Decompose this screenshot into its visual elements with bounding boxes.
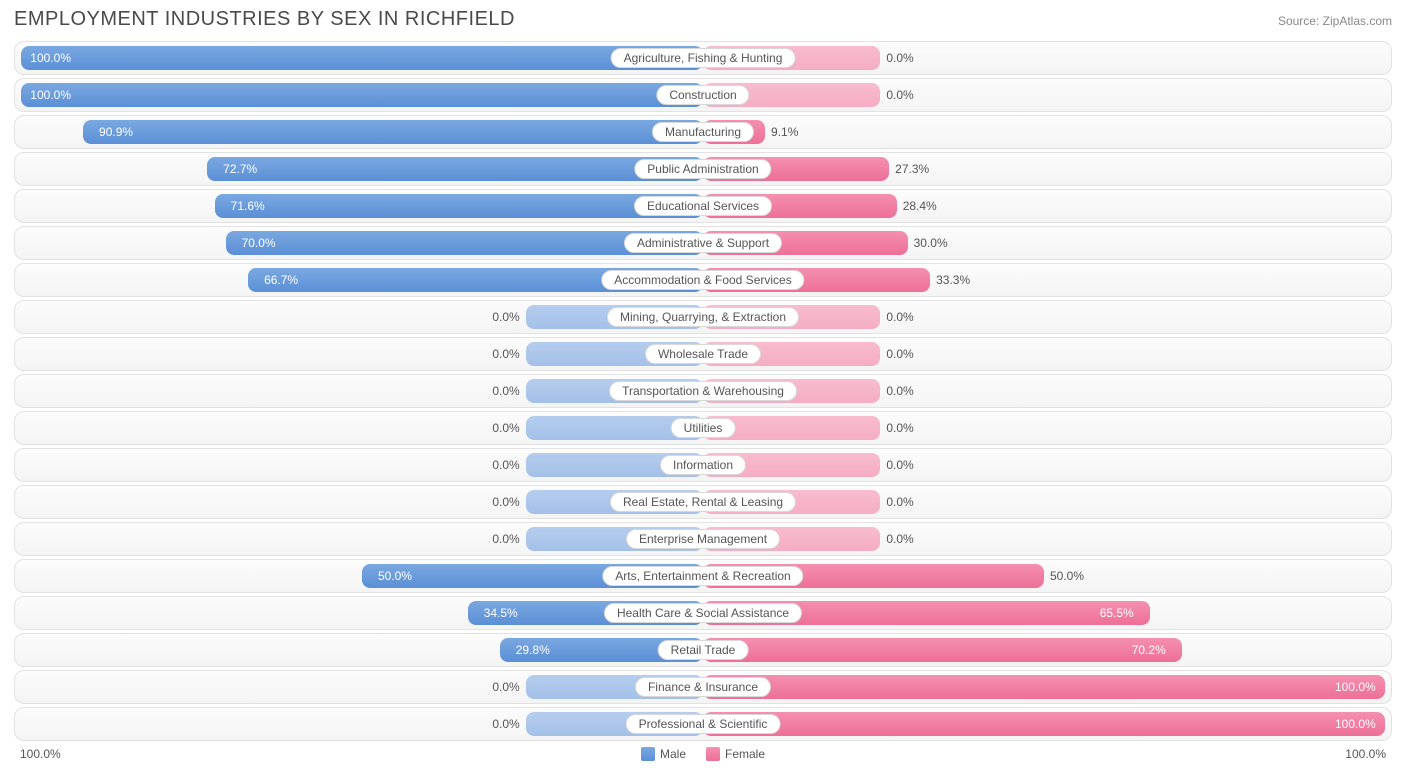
chart-row: 0.0% 0.0% Wholesale Trade [14,337,1392,371]
chart-row: 0.0% 0.0% Real Estate, Rental & Leasing [14,485,1392,519]
chart-row: 70.0% 30.0% Administrative & Support [14,226,1392,260]
male-pct-label: 100.0% [30,88,71,102]
category-label: Administrative & Support [624,233,782,253]
chart-row: 0.0% 100.0% Professional & Scientific [14,707,1392,741]
male-bar [21,46,703,70]
chart-row: 100.0% 0.0% Agriculture, Fishing & Hunting [14,41,1392,75]
chart-row: 0.0% 0.0% Mining, Quarrying, & Extraction [14,300,1392,334]
category-label: Mining, Quarrying, & Extraction [607,307,799,327]
male-pct-label: 72.7% [223,162,257,176]
female-pct-label: 28.4% [903,199,937,213]
female-pct-label: 0.0% [886,347,913,361]
female-pct-label: 9.1% [771,125,798,139]
chart-row: 0.0% 0.0% Utilities [14,411,1392,445]
category-label: Arts, Entertainment & Recreation [602,566,803,586]
female-swatch-icon [706,747,720,761]
axis-right-label: 100.0% [1345,747,1386,761]
male-swatch-icon [641,747,655,761]
female-bar [703,712,1385,736]
male-pct-label: 0.0% [492,384,519,398]
category-label: Wholesale Trade [645,344,761,364]
chart-row: 71.6% 28.4% Educational Services [14,189,1392,223]
male-pct-label: 29.8% [516,643,550,657]
chart-row: 66.7% 33.3% Accommodation & Food Services [14,263,1392,297]
category-label: Enterprise Management [626,529,780,549]
female-pct-label: 0.0% [886,310,913,324]
chart-row: 100.0% 0.0% Construction [14,78,1392,112]
category-label: Health Care & Social Assistance [604,603,802,623]
category-label: Transportation & Warehousing [609,381,797,401]
male-pct-label: 0.0% [492,310,519,324]
male-pct-label: 100.0% [30,51,71,65]
male-pct-label: 0.0% [492,680,519,694]
legend-female: Female [706,747,765,761]
female-pct-label: 30.0% [914,236,948,250]
chart-row: 0.0% 0.0% Information [14,448,1392,482]
male-pct-label: 0.0% [492,347,519,361]
chart-row: 50.0% 50.0% Arts, Entertainment & Recreati… [14,559,1392,593]
female-pct-label: 50.0% [1050,569,1084,583]
male-bar [83,120,703,144]
male-pct-label: 0.0% [492,717,519,731]
male-bar [207,157,703,181]
female-pct-label: 100.0% [1335,717,1376,731]
female-pct-label: 0.0% [886,384,913,398]
female-pct-label: 0.0% [886,458,913,472]
female-pct-label: 0.0% [886,421,913,435]
legend-female-label: Female [725,747,765,761]
chart-area: 100.0% 0.0% Agriculture, Fishing & Hunting… [14,41,1392,741]
male-pct-label: 0.0% [492,532,519,546]
chart-title: EMPLOYMENT INDUSTRIES BY SEX IN RICHFIEL… [14,8,515,31]
category-label: Public Administration [634,159,771,179]
male-pct-label: 66.7% [264,273,298,287]
male-bar [21,83,703,107]
male-pct-label: 90.9% [99,125,133,139]
legend-male-label: Male [660,747,686,761]
category-label: Professional & Scientific [626,714,781,734]
male-pct-label: 0.0% [492,495,519,509]
category-label: Agriculture, Fishing & Hunting [611,48,796,68]
chart-row: 90.9% 9.1% Manufacturing [14,115,1392,149]
male-pct-label: 50.0% [378,569,412,583]
female-pct-label: 33.3% [936,273,970,287]
female-pct-label: 0.0% [886,88,913,102]
male-pct-label: 0.0% [492,458,519,472]
chart-row: 34.5% 65.5% Health Care & Social Assistanc… [14,596,1392,630]
category-label: Manufacturing [652,122,754,142]
category-label: Educational Services [634,196,772,216]
category-label: Real Estate, Rental & Leasing [610,492,796,512]
male-pct-label: 71.6% [231,199,265,213]
source-label: Source: ZipAtlas.com [1278,14,1392,28]
female-bar [703,638,1182,662]
chart-row: 0.0% 0.0% Transportation & Warehousing [14,374,1392,408]
female-pct-label: 0.0% [886,532,913,546]
female-bar [703,675,1385,699]
male-bar [215,194,703,218]
category-label: Accommodation & Food Services [601,270,804,290]
chart-footer: 100.0% Male Female 100.0% [14,747,1392,761]
female-pct-label: 100.0% [1335,680,1376,694]
category-label: Finance & Insurance [635,677,771,697]
category-label: Construction [656,85,749,105]
category-label: Information [660,455,746,475]
female-pct-label: 27.3% [895,162,929,176]
legend-male: Male [641,747,686,761]
male-pct-label: 70.0% [242,236,276,250]
chart-row: 72.7% 27.3% Public Administration [14,152,1392,186]
female-pct-label: 70.2% [1132,643,1166,657]
male-pct-label: 34.5% [484,606,518,620]
chart-row: 0.0% 0.0% Enterprise Management [14,522,1392,556]
female-pct-label: 0.0% [886,495,913,509]
chart-header: EMPLOYMENT INDUSTRIES BY SEX IN RICHFIEL… [14,8,1392,31]
female-pct-label: 65.5% [1100,606,1134,620]
legend: Male Female [641,747,765,761]
chart-row: 0.0% 100.0% Finance & Insurance [14,670,1392,704]
axis-left-label: 100.0% [20,747,61,761]
male-pct-label: 0.0% [492,421,519,435]
category-label: Utilities [671,418,736,438]
category-label: Retail Trade [658,640,749,660]
female-pct-label: 0.0% [886,51,913,65]
chart-row: 29.8% 70.2% Retail Trade [14,633,1392,667]
